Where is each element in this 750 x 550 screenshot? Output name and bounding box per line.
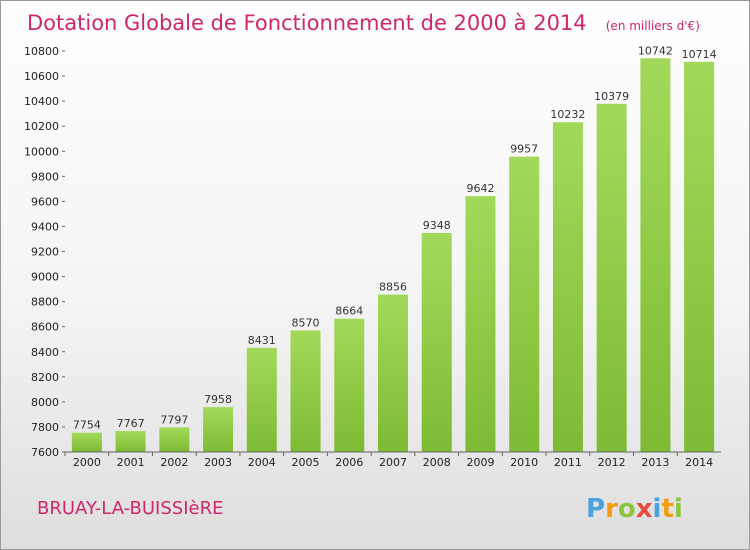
bar-2005	[290, 330, 321, 452]
bar-2011	[552, 122, 583, 453]
data-label-2004: 8431	[248, 334, 276, 347]
data-label-2011: 10232	[550, 108, 585, 121]
x-tick-label: 2011	[554, 456, 582, 469]
y-tick-label: 9600	[31, 195, 59, 208]
y-tick-label: 9800	[31, 170, 59, 183]
data-label-2000: 7754	[73, 419, 101, 432]
bar-2007	[378, 294, 408, 452]
data-label-2012: 10379	[594, 90, 629, 103]
y-axis: 7600 7800 8000 8200 8400 8600 8800 9000 9200 9400…	[24, 45, 65, 459]
bar-2014	[684, 61, 715, 452]
data-label-2001: 7767	[117, 417, 145, 430]
data-label-2014: 10714	[682, 48, 717, 61]
y-tick-label: 8400	[31, 346, 59, 359]
data-label-2002: 7797	[160, 413, 188, 426]
y-tick-label: 10800	[24, 45, 59, 58]
data-label-2008: 9348	[423, 219, 451, 232]
y-tick-label: 7800	[31, 421, 59, 434]
data-label-2005: 8570	[292, 316, 320, 329]
y-tick-label: 7600	[31, 446, 59, 459]
x-tick-label: 2002	[160, 456, 188, 469]
logo-letter: i	[653, 494, 662, 524]
data-label-2006: 8664	[335, 305, 363, 318]
bars-group: 7754 7767 7797 7958 8431 8570 8664 8856 9348 9642…	[71, 44, 717, 453]
data-label-2009: 9642	[466, 182, 494, 195]
data-label-2007: 8856	[379, 281, 407, 294]
y-tick-label: 10200	[24, 120, 59, 133]
logo-letter: o	[618, 494, 636, 524]
y-tick-label: 9200	[31, 246, 59, 259]
x-tick-label: 2006	[335, 456, 363, 469]
proxiti-logo: Proxiti	[586, 494, 683, 524]
bar-2006	[334, 318, 365, 452]
logo-letter: x	[636, 494, 653, 524]
y-tick-label: 9400	[31, 220, 59, 233]
y-tick-label: 10000	[24, 145, 59, 158]
y-tick-label: 8800	[31, 296, 59, 309]
bar-2009	[465, 196, 496, 452]
logo-letter: t	[661, 494, 673, 524]
y-tick-label: 10400	[24, 95, 59, 108]
bar-2004	[246, 347, 277, 452]
logo-letter: r	[605, 494, 618, 524]
x-tick-label: 2007	[379, 456, 407, 469]
bar-2001	[115, 431, 146, 452]
x-tick-label: 2008	[423, 456, 451, 469]
x-tick-label: 2014	[685, 456, 713, 469]
chart-title-main: Dotation Globale de Fonctionnement de 20…	[27, 11, 587, 35]
bar-2000	[71, 432, 102, 452]
data-label-2010: 9957	[510, 143, 538, 156]
x-tick-label: 2009	[466, 456, 494, 469]
y-tick-label: 8000	[31, 396, 59, 409]
bar-2010	[509, 156, 540, 453]
y-tick-label: 10600	[24, 70, 59, 83]
bar-2013	[640, 58, 671, 452]
bar-2003	[203, 407, 234, 452]
x-tick-label: 2001	[117, 456, 145, 469]
y-tick-label: 8200	[31, 371, 59, 384]
logo-letter: P	[586, 494, 605, 524]
bar-2002	[159, 427, 190, 452]
x-tick-label: 2012	[598, 456, 626, 469]
x-tick-label: 2004	[248, 456, 276, 469]
x-tick-label: 2013	[641, 456, 669, 469]
data-label-2003: 7958	[204, 393, 232, 406]
y-tick-label: 9000	[31, 271, 59, 284]
data-label-2013: 10742	[638, 44, 673, 57]
x-tick-label: 2005	[292, 456, 320, 469]
bar-2012	[596, 103, 627, 452]
chart-title-unit: (en milliers d'€)	[606, 19, 700, 33]
x-axis: 2000 2001 2002 2003 2004 2005 2006 2007 2008 2009…	[64, 452, 713, 469]
y-tick-label: 8600	[31, 321, 59, 334]
x-tick-label: 2003	[204, 456, 232, 469]
x-tick-label: 2010	[510, 456, 538, 469]
bar-2008	[421, 232, 452, 452]
chart-title: Dotation Globale de Fonctionnement de 20…	[27, 11, 700, 35]
logo-letter: i	[674, 494, 683, 524]
x-tick-label: 2000	[73, 456, 101, 469]
commune-name: BRUAY-LA-BUISSIèRE	[37, 498, 223, 519]
